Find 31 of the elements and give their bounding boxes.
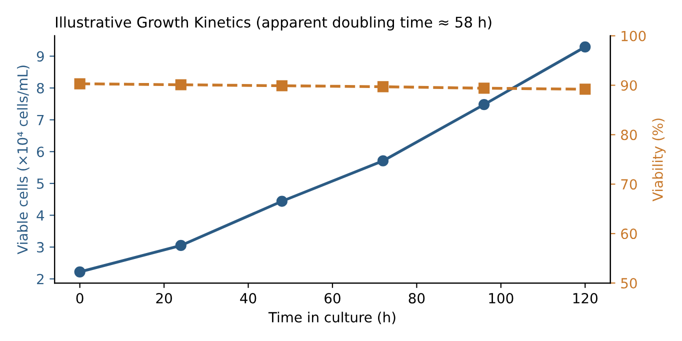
chart-title: Illustrative Growth Kinetics (apparent doubling time ≈ 58 h) (56, 16, 492, 31)
y2-tick-label: 90 (620, 80, 637, 91)
x-tick-label: 40 (240, 292, 256, 304)
y-axis-title: Viable cells (×10⁴ cells/mL) (17, 66, 30, 254)
y2-tick-label: 60 (621, 228, 637, 240)
y2-tick-label: 80 (621, 130, 637, 140)
x-tick-label: 0 (76, 292, 84, 304)
point (580, 41, 591, 52)
y-tick-label: 5 (37, 178, 44, 189)
y-tick-label: 3 (37, 242, 44, 253)
y-tick-label: 2 (37, 274, 44, 284)
y-tick-label: 8 (36, 82, 44, 94)
y-tick-label: 4 (36, 210, 44, 221)
y2-tick-label: 100 (622, 30, 646, 42)
y-tick-label: 9 (36, 51, 44, 62)
x-tick-label: 100 (489, 292, 514, 304)
y2-axis-title: Viability (%) (652, 118, 666, 202)
point (74, 266, 86, 278)
y2-tick-label: 50 (621, 278, 637, 289)
x-tick-label: 20 (156, 292, 172, 304)
x-tick-label: 120 (573, 292, 598, 304)
point (478, 98, 490, 110)
y-tick-label: 7 (37, 114, 44, 126)
x-tick-label: 60 (324, 292, 340, 304)
y-tick-label: 6 (36, 146, 44, 158)
x-axis-title: Time in culture (h) (268, 312, 396, 324)
point (175, 240, 186, 252)
point (276, 196, 288, 207)
point (377, 155, 389, 166)
x-tick-label: 80 (408, 292, 425, 304)
y2-tick-label: 70 (621, 179, 637, 190)
